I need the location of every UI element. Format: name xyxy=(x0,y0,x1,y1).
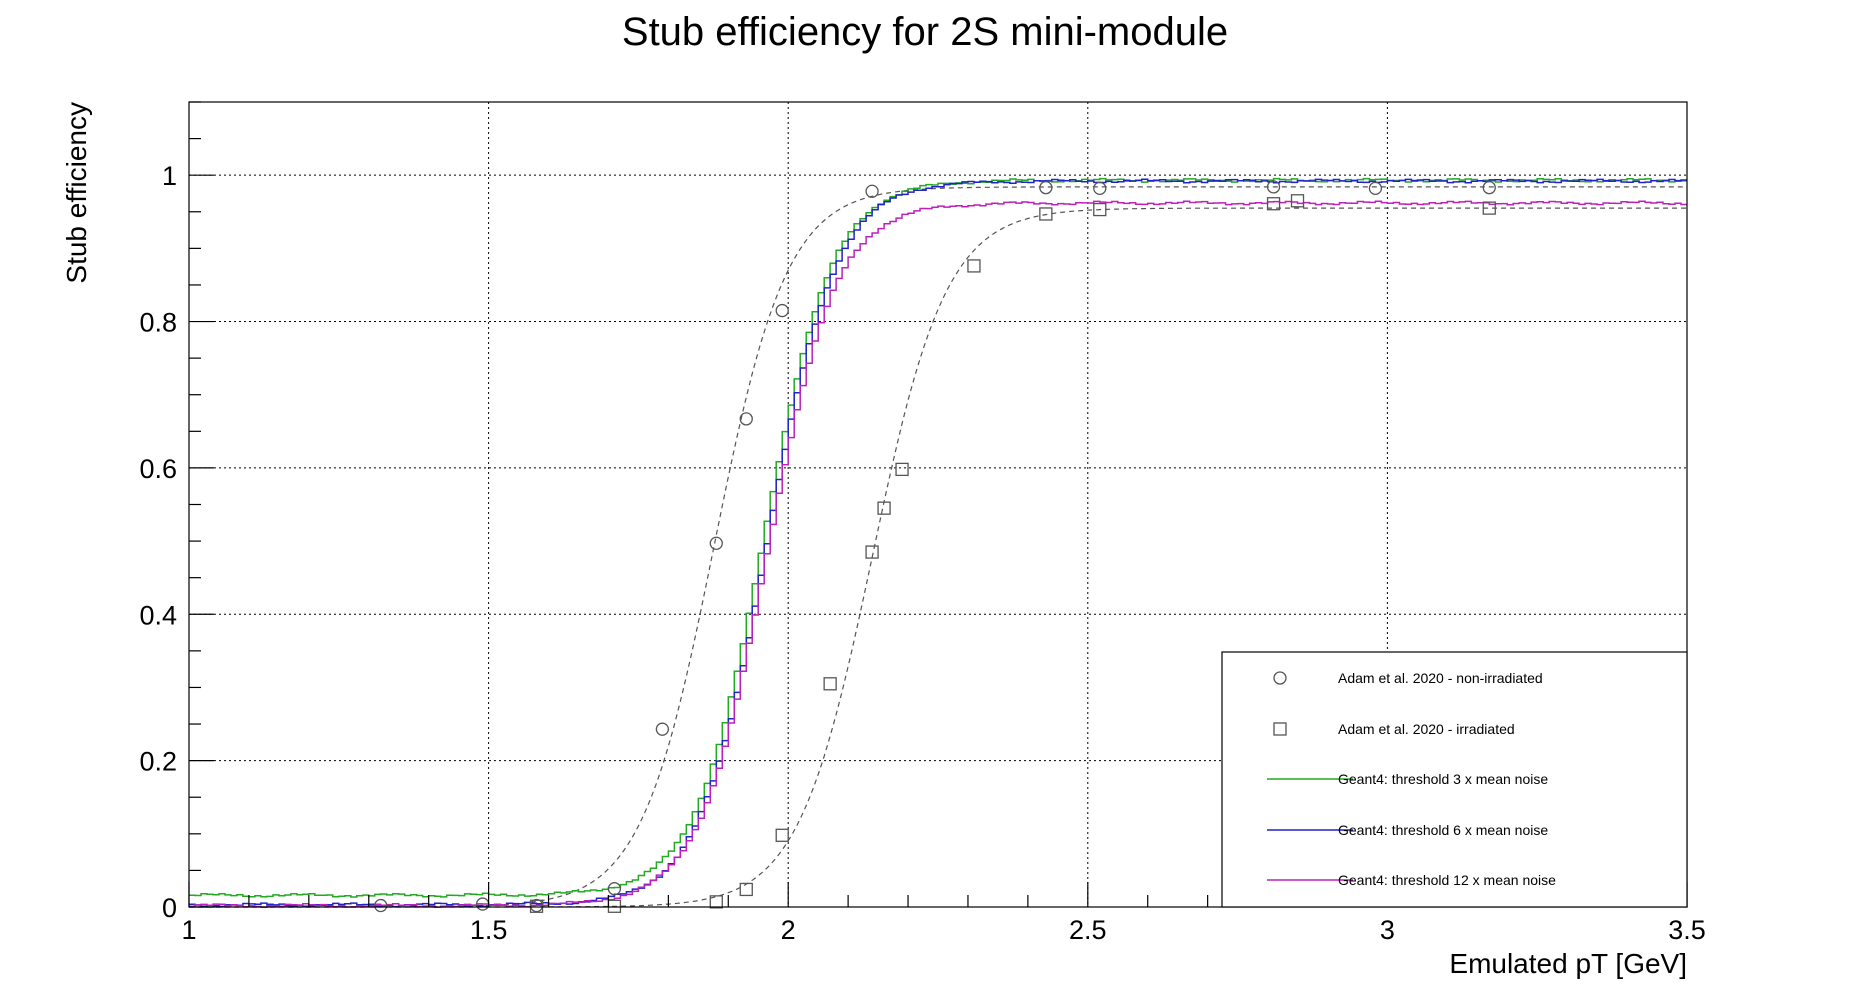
legend-marker xyxy=(1273,671,1287,685)
data-point xyxy=(775,828,789,842)
data-point xyxy=(607,882,622,896)
y-tick-label: 0.2 xyxy=(139,747,177,777)
data-point xyxy=(1093,181,1107,196)
y-tick-label: 0 xyxy=(162,893,177,923)
data-point xyxy=(1368,181,1383,196)
data-point xyxy=(1266,180,1281,194)
data-point xyxy=(709,895,723,909)
chart-title: Stub efficiency for 2S mini-module xyxy=(622,10,1228,54)
data-point xyxy=(739,882,753,897)
data-point xyxy=(374,898,388,913)
x-tick-label: 1 xyxy=(181,915,196,945)
data-point xyxy=(1039,207,1053,221)
y-tick-label: 1 xyxy=(162,161,177,191)
data-point xyxy=(895,462,909,477)
data-point xyxy=(739,412,753,426)
legend: Adam et al. 2020 - non-irradiated Adam et… xyxy=(1221,651,1688,908)
legend-label: Geant4: threshold 3 x mean noise xyxy=(1338,771,1548,787)
x-axis-title: Emulated pT [GeV] xyxy=(1449,948,1687,979)
y-tick-label: 0.6 xyxy=(139,454,177,484)
x-tick-label: 3.5 xyxy=(1668,915,1706,945)
legend-marker xyxy=(1273,722,1287,736)
data-point xyxy=(529,899,544,913)
data-point xyxy=(1039,180,1053,195)
data-point xyxy=(709,536,723,550)
y-tick-label: 0.4 xyxy=(139,600,177,630)
data-point xyxy=(1290,194,1305,208)
series-line xyxy=(189,177,1687,898)
data-point xyxy=(823,677,837,691)
data-point xyxy=(967,259,981,273)
legend-label: Adam et al. 2020 - non-irradiated xyxy=(1338,670,1543,686)
series-line xyxy=(189,178,1687,908)
data-point xyxy=(865,545,879,559)
data-point xyxy=(877,501,891,515)
legend-label: Geant4: threshold 6 x mean noise xyxy=(1338,822,1548,838)
x-tick-label: 3 xyxy=(1380,915,1395,945)
data-point xyxy=(1093,202,1107,217)
data-point xyxy=(655,722,670,736)
fit-curve xyxy=(189,186,1687,908)
y-axis-title: Stub efficiency xyxy=(61,102,92,284)
x-tick-label: 2 xyxy=(781,915,796,945)
fit-curves xyxy=(189,186,1687,908)
x-tick-label: 1.5 xyxy=(470,915,508,945)
data-point xyxy=(865,184,879,198)
y-tick-label: 0.8 xyxy=(139,308,177,338)
data-point xyxy=(1482,180,1496,195)
data-point xyxy=(775,303,789,318)
data-point xyxy=(1266,197,1281,211)
x-tick-label: 2.5 xyxy=(1069,915,1107,945)
legend-label: Adam et al. 2020 - irradiated xyxy=(1338,721,1515,737)
data-point xyxy=(1482,201,1496,215)
legend-label: Geant4: threshold 12 x mean noise xyxy=(1338,872,1556,888)
axes: 1 1.5 2 2.5 3 3.5 0 0.2 0.4 0.6 0.8 1 xyxy=(139,101,1706,945)
